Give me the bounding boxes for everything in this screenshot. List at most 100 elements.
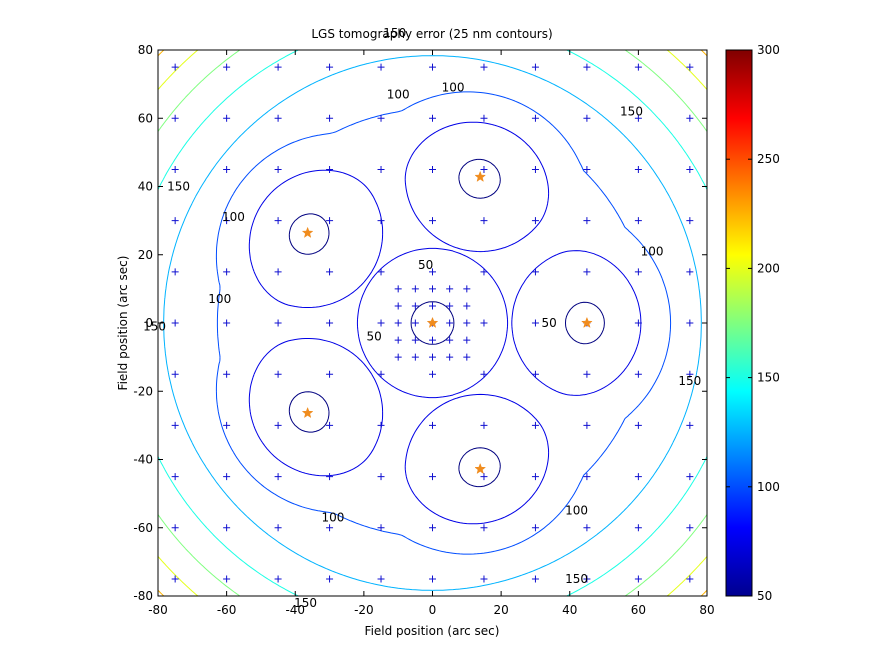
sample-point-marker [531, 268, 539, 276]
colorbar: 300 250 200 150 100 50 [725, 43, 780, 603]
sample-point-marker [171, 165, 179, 173]
sample-point-marker [429, 268, 436, 276]
contour-label: 150 [167, 180, 190, 194]
colorbar-tick-label: 150 [757, 371, 780, 385]
sample-point-marker [274, 421, 282, 429]
sample-point-marker [274, 63, 282, 71]
sample-point-marker [446, 302, 454, 310]
sample-point-marker [531, 114, 539, 122]
sample-point-marker [583, 114, 591, 122]
contour-label: 100 [565, 504, 588, 518]
sample-point-marker [326, 217, 334, 225]
sample-point-marker [634, 217, 642, 225]
x-axis-label: Field position (arc sec) [365, 624, 500, 638]
sample-point-marker [583, 268, 591, 276]
sample-point-marker [326, 473, 334, 481]
sample-point-marker [429, 421, 436, 429]
sample-point-marker [480, 217, 488, 225]
sample-point-marker [411, 319, 419, 327]
sample-point-marker [480, 370, 488, 378]
sample-point-marker [377, 421, 385, 429]
sample-point-marker [463, 302, 471, 310]
sample-point-marker [583, 217, 591, 225]
x-tick: -40 [285, 50, 305, 617]
sample-point-marker [446, 336, 454, 344]
sample-point-marker [377, 268, 385, 276]
sample-point-marker [377, 575, 385, 583]
sample-point-marker [634, 473, 642, 481]
sample-point-marker [531, 421, 539, 429]
sample-point-marker [583, 370, 591, 378]
sample-point-marker [480, 63, 488, 71]
contour-label: 100 [322, 511, 345, 525]
x-tick-label: -40 [285, 603, 305, 617]
y-tick-label: -80 [133, 589, 153, 603]
x-tick-label: 80 [699, 603, 714, 617]
sample-point-marker [411, 285, 419, 293]
contour-line-50 [288, 158, 605, 488]
y-axis-ticks: 80 60 40 20 0 -20 -40 -60 -80 [133, 43, 707, 603]
contour-label: 150 [294, 596, 317, 610]
x-axis-ticks: -80 -60 -40 -20 0 20 40 60 80 [148, 50, 715, 617]
contour-label: 150 [565, 572, 588, 586]
chart-title: LGS tomography error (25 nm contours) [311, 27, 552, 41]
sample-point-marker [634, 421, 642, 429]
sample-point-marker [463, 353, 471, 361]
sample-point-marker [634, 370, 642, 378]
sample-point-marker [480, 114, 488, 122]
sample-point-marker [274, 575, 282, 583]
sample-point-marker [429, 217, 436, 225]
contour-line-75 [248, 121, 642, 525]
sample-point-marker [686, 473, 694, 481]
sample-point-marker [429, 473, 436, 481]
sample-point-marker [531, 524, 539, 532]
sample-point-marker [686, 217, 694, 225]
y-tick-label: 0 [145, 316, 153, 330]
sample-point-marker [274, 370, 282, 378]
sample-point-marker [394, 319, 402, 327]
y-tick: -60 [133, 521, 707, 535]
lgs-star-marker [301, 406, 314, 419]
sample-point-marker [429, 575, 436, 583]
contour-label: 150 [383, 26, 406, 40]
sample-point-marker [446, 353, 454, 361]
sample-point-marker [686, 63, 694, 71]
sample-point-marker [326, 319, 334, 327]
contour-line-225 [158, 50, 707, 596]
sample-point-marker [429, 353, 436, 361]
sample-point-marker [463, 319, 471, 327]
contour-label: 150 [678, 374, 701, 388]
sample-point-marker [634, 63, 642, 71]
sample-point-marker [480, 575, 488, 583]
contour-lines [158, 50, 707, 596]
colorbar-tick: 300 [726, 43, 780, 57]
sample-point-marker [171, 268, 179, 276]
plot-area: 50 50 50 100 100 100 100 100 100 100 150 150 150 150 1… [133, 26, 714, 617]
sample-point-marker [686, 370, 694, 378]
sample-point-marker [429, 165, 436, 173]
sample-point-marker [223, 114, 231, 122]
sample-point-marker [223, 319, 231, 327]
x-tick: 60 [631, 50, 646, 617]
contour-label: 100 [208, 292, 231, 306]
lgs-star-marker [426, 316, 439, 328]
sample-point-marker [394, 353, 402, 361]
sample-point-marker [274, 165, 282, 173]
sample-point-marker [377, 217, 385, 225]
sample-point-marker [429, 302, 436, 310]
sample-point-marker [686, 114, 694, 122]
sample-point-marker [634, 575, 642, 583]
lgs-star-markers [301, 170, 593, 475]
sample-point-marker [223, 370, 231, 378]
sample-point-marker [583, 473, 591, 481]
sample-point-marker [634, 319, 642, 327]
y-tick: 60 [138, 111, 707, 125]
sample-point-marker [463, 285, 471, 293]
sample-point-marker [531, 165, 539, 173]
sample-point-marker [377, 63, 385, 71]
y-tick: 40 [138, 180, 707, 194]
sample-point-marker [480, 165, 488, 173]
sample-point-marker [171, 575, 179, 583]
contour-label: 150 [620, 104, 643, 118]
